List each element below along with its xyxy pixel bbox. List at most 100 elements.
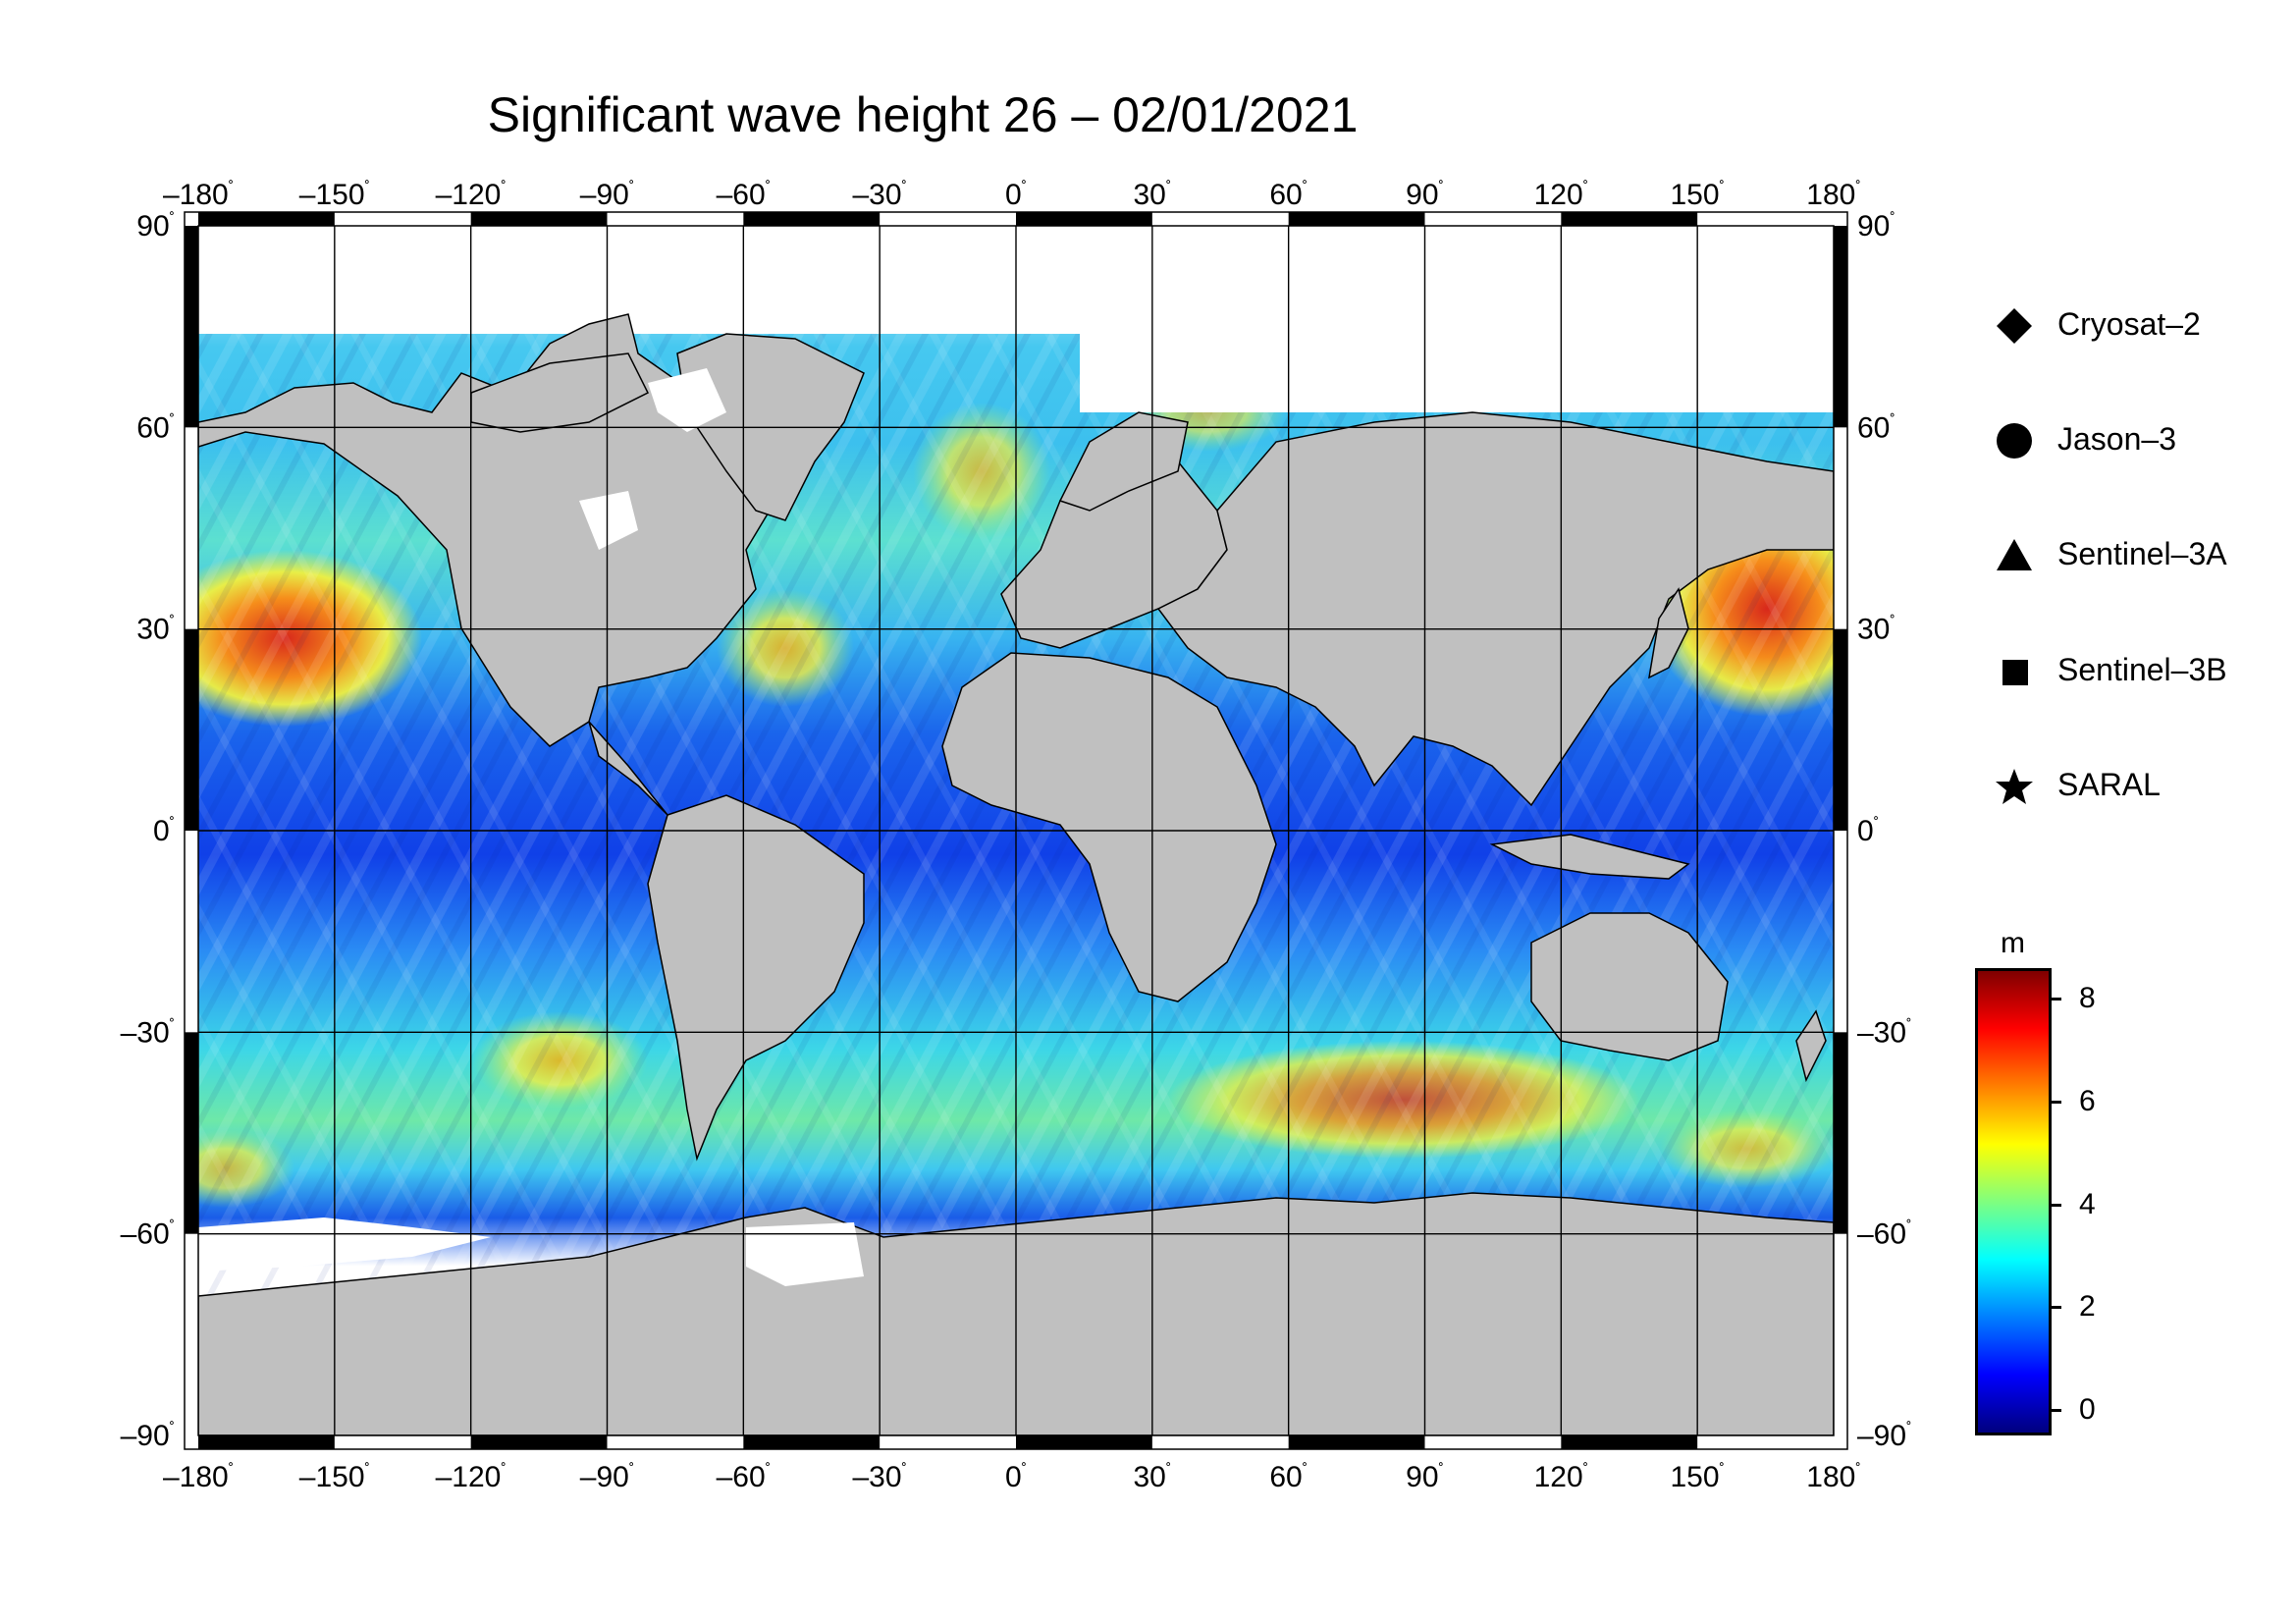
longitude-label: –120˚: [436, 1461, 507, 1493]
land-new-zealand: [1795, 1009, 1827, 1083]
longitude-label: 60˚: [1269, 179, 1308, 211]
colorbar-tick-mark: [2050, 1408, 2061, 1412]
frame-bar-left: [185, 226, 198, 428]
longitude-label: –90˚: [580, 179, 634, 211]
colorbar-tick-mark: [2050, 998, 2061, 1001]
colorbar-tick-label: 6: [2079, 1085, 2096, 1117]
longitude-label: 120˚: [1534, 179, 1588, 211]
longitude-label: 90˚: [1406, 1461, 1444, 1493]
frame-bar-top: [1016, 212, 1152, 226]
longitude-label: 150˚: [1670, 179, 1724, 211]
latitude-label: 30˚: [1857, 614, 1896, 646]
land-canadian-arctic: [470, 352, 650, 433]
colorbar-tick-mark: [2050, 1101, 2061, 1104]
longitude-label: 180˚: [1806, 179, 1860, 211]
legend-item-sentinel-3b: Sentinel–3B: [1993, 646, 2277, 695]
diamond-icon: [1997, 308, 2032, 344]
legend-item-saral: SARAL: [1993, 761, 2277, 810]
latitude-label: 0˚: [153, 815, 175, 847]
latitude-label: 60˚: [136, 411, 175, 444]
longitude-label: 180˚: [1806, 1461, 1860, 1493]
land-scandinavia: [1058, 411, 1189, 512]
legend-label: Sentinel–3A: [2057, 536, 2227, 571]
legend-label: Sentinel–3B: [2057, 652, 2227, 687]
longitude-label: –180˚: [163, 1461, 234, 1493]
longitude-label: 0˚: [1005, 179, 1027, 211]
latitude-label: 0˚: [1857, 815, 1879, 847]
longitude-label: –60˚: [717, 179, 771, 211]
land-indonesia: [1489, 834, 1690, 880]
longitude-label: –30˚: [852, 179, 906, 211]
land-africa: [941, 652, 1277, 1002]
latitude-labels-right: 90˚ 60˚ 30˚ 0˚ –30˚ –60˚ –90˚: [1857, 210, 1911, 1452]
frame-bar-left: [185, 628, 198, 831]
frame-bar-top: [1561, 212, 1698, 226]
frame-bar-top: [743, 212, 881, 226]
frame-bar-bottom: [1561, 1435, 1698, 1449]
latitude-label: –30˚: [121, 1016, 175, 1049]
land-south-america: [647, 794, 865, 1162]
frame-bar-bottom: [1016, 1435, 1152, 1449]
latitude-label: –60˚: [121, 1218, 175, 1251]
latitude-label: 60˚: [1857, 411, 1896, 444]
graticule: [198, 226, 1834, 1435]
longitude-label: –30˚: [852, 1461, 906, 1493]
colorbar: [1975, 968, 2052, 1435]
triangle-icon: [1997, 539, 2032, 570]
ice-areas: [198, 368, 864, 1286]
map-frame: [184, 211, 1848, 1450]
longitude-label: –150˚: [299, 1461, 370, 1493]
longitude-label: 60˚: [1269, 1461, 1308, 1493]
colorbar-tick-mark: [2050, 1306, 2061, 1310]
latitude-label: 30˚: [136, 614, 175, 646]
longitude-label: 30˚: [1133, 179, 1171, 211]
legend-label: Jason–3: [2057, 421, 2176, 457]
longitude-labels-bottom: –180˚ –150˚ –120˚ –90˚ –60˚ –30˚ 0˚ 30˚ 60˚ 90˚ 12…: [163, 1461, 1861, 1493]
frame-bar-bottom: [470, 1435, 608, 1449]
latitude-label: –30˚: [1857, 1016, 1911, 1049]
colorbar-tick-mark: [2050, 1203, 2061, 1207]
frame-bar-bottom: [743, 1435, 881, 1449]
longitude-label: 30˚: [1133, 1461, 1171, 1493]
longitude-label: –150˚: [299, 179, 370, 211]
legend-item-sentinel-3a: Sentinel–3A: [1993, 530, 2277, 579]
square-icon: [2002, 660, 2028, 685]
frame-bar-top: [198, 212, 335, 226]
land-japan: [1648, 587, 1689, 679]
circle-icon: [1997, 423, 2032, 459]
colorbar-tick-label: 2: [2079, 1290, 2096, 1324]
latitude-label: –60˚: [1857, 1218, 1911, 1251]
latitude-label: 90˚: [1857, 210, 1896, 243]
latitude-label: –90˚: [1857, 1420, 1911, 1452]
longitude-label: –90˚: [580, 1461, 634, 1493]
map-title: Significant wave height 26 – 02/01/2021: [487, 87, 1359, 142]
longitude-labels-top: –180˚ –150˚ –120˚ –90˚ –60˚ –30˚ 0˚ 30˚ 60˚ 90˚ 12…: [163, 179, 1861, 211]
land-australia: [1530, 912, 1729, 1061]
star-icon: [1996, 769, 2033, 804]
latitude-label: 90˚: [136, 210, 175, 243]
frame-bar-top: [1288, 212, 1425, 226]
frame-bar-bottom: [1288, 1435, 1425, 1449]
colorbar-tick-label: 4: [2079, 1187, 2096, 1220]
longitude-label: –120˚: [436, 179, 507, 211]
colorbar-unit: m: [2001, 927, 2025, 959]
land-asia: [1156, 411, 1834, 807]
longitude-label: 120˚: [1534, 1461, 1588, 1493]
longitude-label: 150˚: [1670, 1461, 1724, 1493]
latitude-labels-left: 90˚ 60˚ 30˚ 0˚ –30˚ –60˚ –90˚: [121, 210, 175, 1452]
longitude-label: 90˚: [1406, 179, 1444, 211]
legend-label: SARAL: [2057, 767, 2161, 802]
colorbar-tick-label: 0: [2079, 1392, 2096, 1426]
frame-bar-top: [470, 212, 608, 226]
longitude-label: –180˚: [163, 179, 234, 211]
legend-item-cryosat: Cryosat–2: [1993, 300, 2277, 350]
legend-item-jason: Jason–3: [1993, 415, 2277, 464]
legend-label: Cryosat–2: [2057, 306, 2201, 342]
longitude-label: –60˚: [717, 1461, 771, 1493]
frame-bar-right: [1834, 1032, 1847, 1234]
frame-bar-bottom: [198, 1435, 335, 1449]
latitude-label: –90˚: [121, 1420, 175, 1452]
longitude-label: 0˚: [1005, 1461, 1027, 1493]
colorbar-tick-label: 8: [2079, 982, 2096, 1015]
